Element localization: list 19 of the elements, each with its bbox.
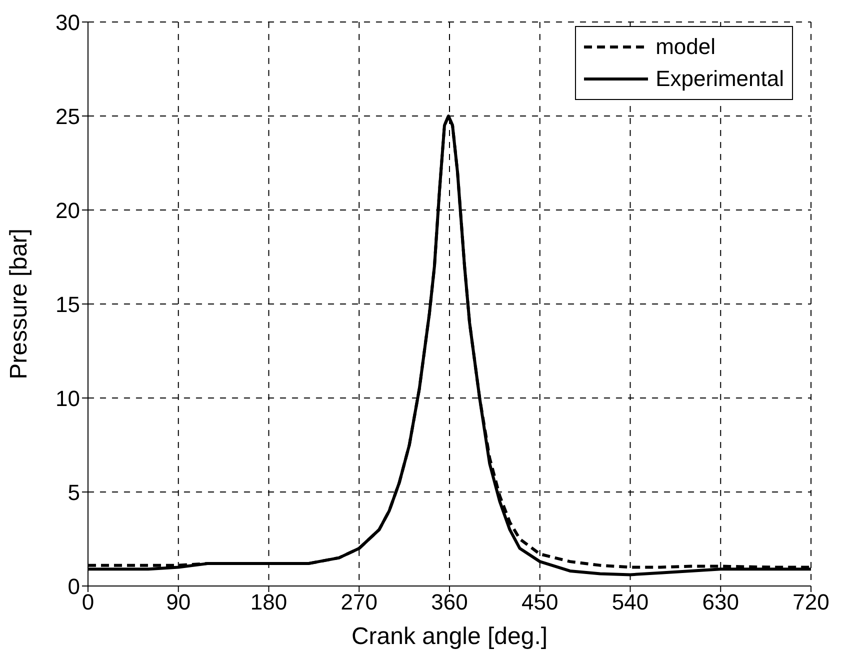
y-tick-label: 0 bbox=[68, 574, 80, 599]
x-axis-title: Crank angle [deg.] bbox=[351, 623, 548, 650]
legend-label: model bbox=[656, 34, 716, 60]
y-tick-label: 10 bbox=[56, 386, 80, 411]
x-tick-label: 90 bbox=[166, 590, 191, 615]
y-tick-label: 5 bbox=[68, 480, 80, 505]
x-tick-label: 360 bbox=[431, 590, 468, 615]
y-tick-label: 30 bbox=[56, 10, 80, 35]
x-tick-label: 270 bbox=[340, 590, 378, 615]
y-tick-label: 15 bbox=[56, 292, 80, 317]
x-tick-label: 720 bbox=[792, 590, 830, 615]
y-axis-title: Pressure [bar] bbox=[6, 228, 33, 380]
y-tick-label: 25 bbox=[56, 104, 80, 129]
y-tick-label: 20 bbox=[56, 198, 80, 223]
legend-label: Experimental bbox=[656, 66, 784, 92]
x-tick-label: 540 bbox=[612, 590, 649, 615]
x-tick-label: 630 bbox=[702, 590, 739, 615]
x-tick-label: 180 bbox=[250, 590, 288, 615]
x-tick-label: 450 bbox=[522, 590, 558, 615]
